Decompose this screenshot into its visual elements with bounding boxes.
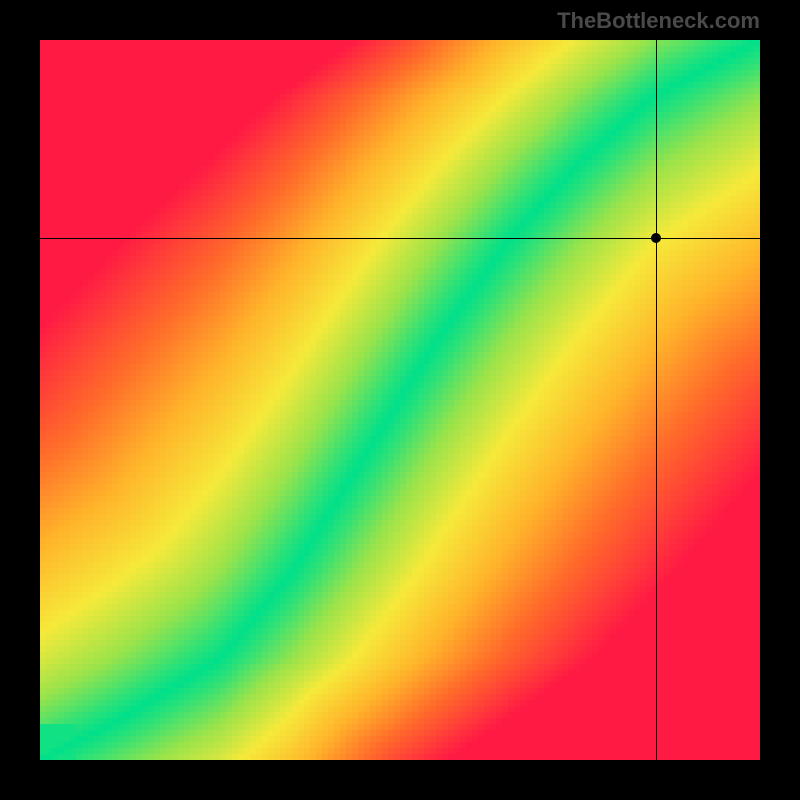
crosshair-marker <box>651 233 661 243</box>
watermark-text: TheBottleneck.com <box>557 8 760 34</box>
crosshair-vertical <box>656 40 657 760</box>
heatmap-canvas <box>40 40 760 760</box>
bottleneck-heatmap <box>40 40 760 760</box>
